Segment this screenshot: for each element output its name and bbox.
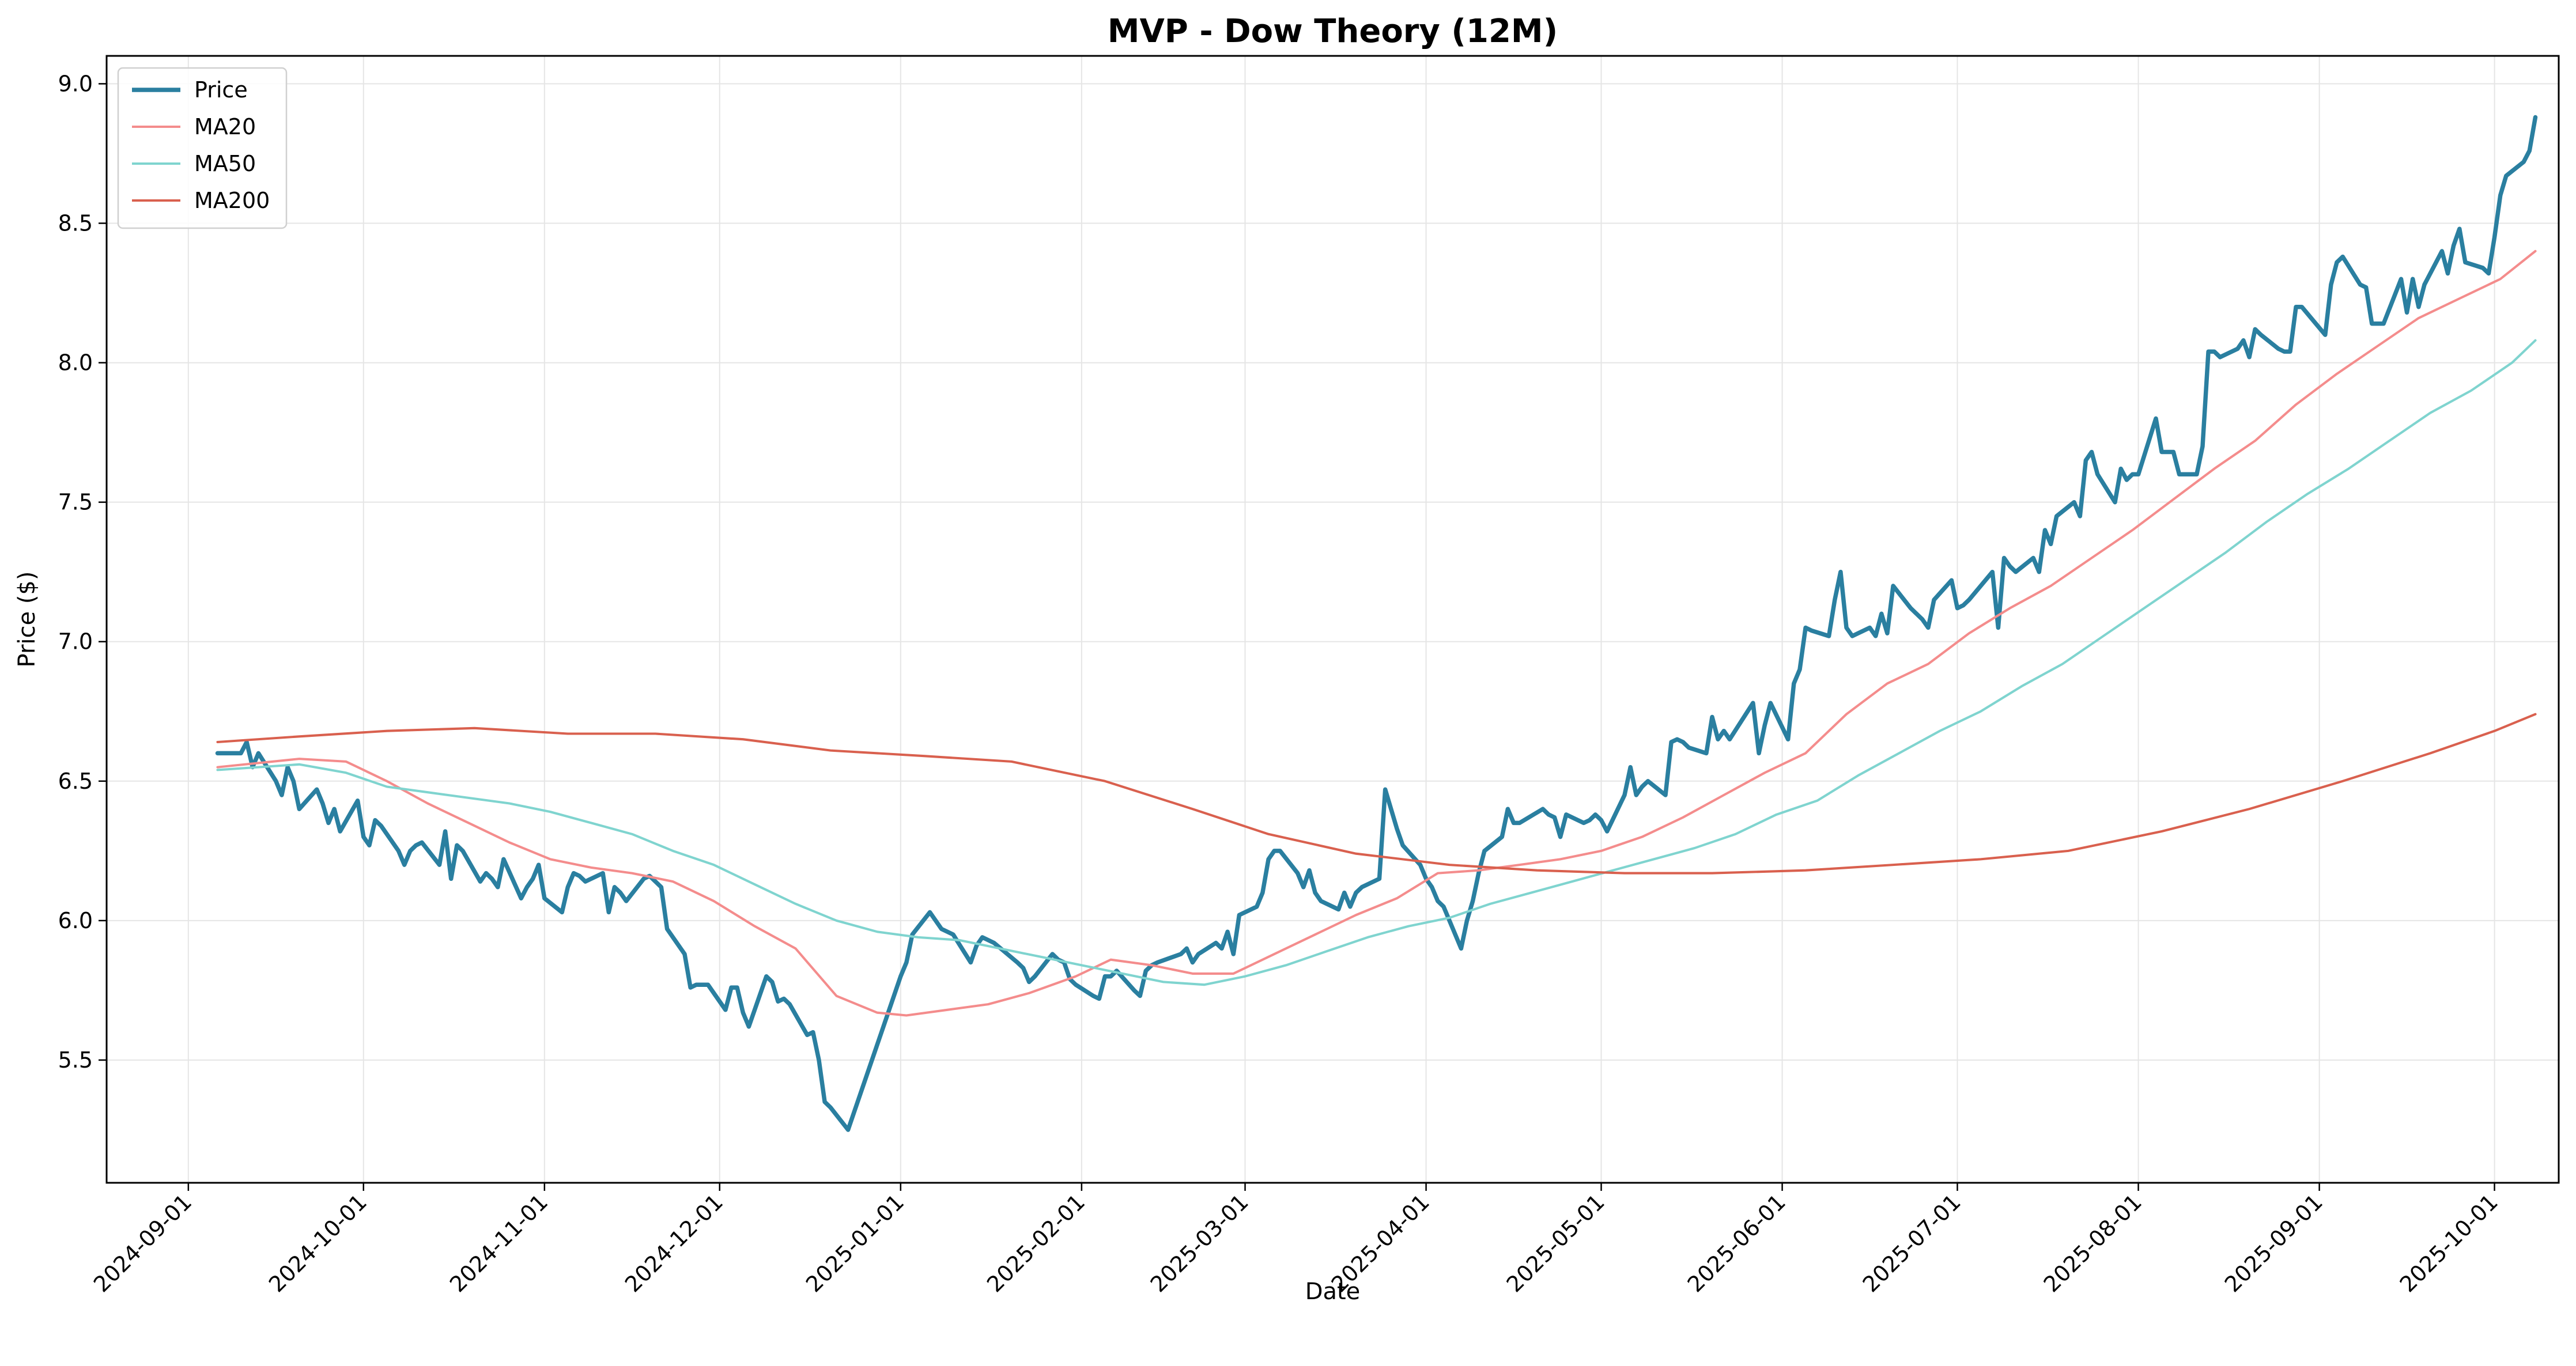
x-tick-label: 2025-07-01 [1858, 1189, 1966, 1297]
x-tick-label: 2025-03-01 [1146, 1189, 1253, 1297]
x-axis-title: Date [1305, 1278, 1361, 1305]
y-tick-label: 6.0 [58, 908, 93, 933]
x-tick-label: 2024-09-01 [89, 1189, 197, 1297]
chart-title: MVP - Dow Theory (12M) [1108, 13, 1558, 50]
grid [107, 56, 2559, 1183]
x-tick-label: 2024-10-01 [264, 1189, 372, 1297]
x-tick-label: 2025-06-01 [1683, 1189, 1791, 1297]
series-layer [215, 115, 2538, 1132]
y-axis-ticks: 5.5 6.0 6.5 7.0 7.5 8.0 8.5 9.0 [58, 71, 107, 1073]
series-line-ma200 [216, 713, 2537, 875]
x-tick-label: 2025-09-01 [2220, 1189, 2328, 1297]
y-tick-label: 8.0 [58, 350, 93, 376]
y-tick-label: 9.0 [58, 71, 93, 96]
y-tick-label: 7.0 [58, 629, 93, 654]
legend: Price MA20 MA50 MA200 [117, 67, 288, 229]
x-tick-label: 2025-10-01 [2395, 1189, 2503, 1297]
legend-label: Price [194, 77, 248, 103]
series-line-ma20 [216, 249, 2537, 1017]
x-axis-ticks: 2024-09-01 2024-10-01 2024-11-01 2024-12-01… [89, 1183, 2503, 1297]
legend-label: MA200 [194, 188, 270, 213]
legend-label: MA50 [194, 151, 256, 176]
legend-box [117, 67, 288, 229]
series-line-ma50 [216, 339, 2537, 986]
x-tick-label: 2024-11-01 [445, 1189, 553, 1297]
x-tick-label: 2025-08-01 [2039, 1189, 2147, 1297]
y-tick-label: 7.5 [58, 490, 93, 515]
x-tick-label: 2025-02-01 [982, 1189, 1090, 1297]
x-tick-label: 2024-12-01 [620, 1189, 728, 1297]
y-axis-title: Price ($) [14, 572, 40, 668]
x-tick-label: 2025-01-01 [801, 1189, 909, 1297]
y-tick-label: 5.5 [58, 1047, 93, 1073]
plot-frame [105, 55, 2560, 1184]
series-line-price [215, 115, 2538, 1132]
x-tick-label: 2025-05-01 [1502, 1189, 1610, 1297]
y-tick-label: 8.5 [58, 210, 93, 236]
legend-label: MA20 [194, 114, 256, 139]
y-tick-label: 6.5 [58, 769, 93, 794]
